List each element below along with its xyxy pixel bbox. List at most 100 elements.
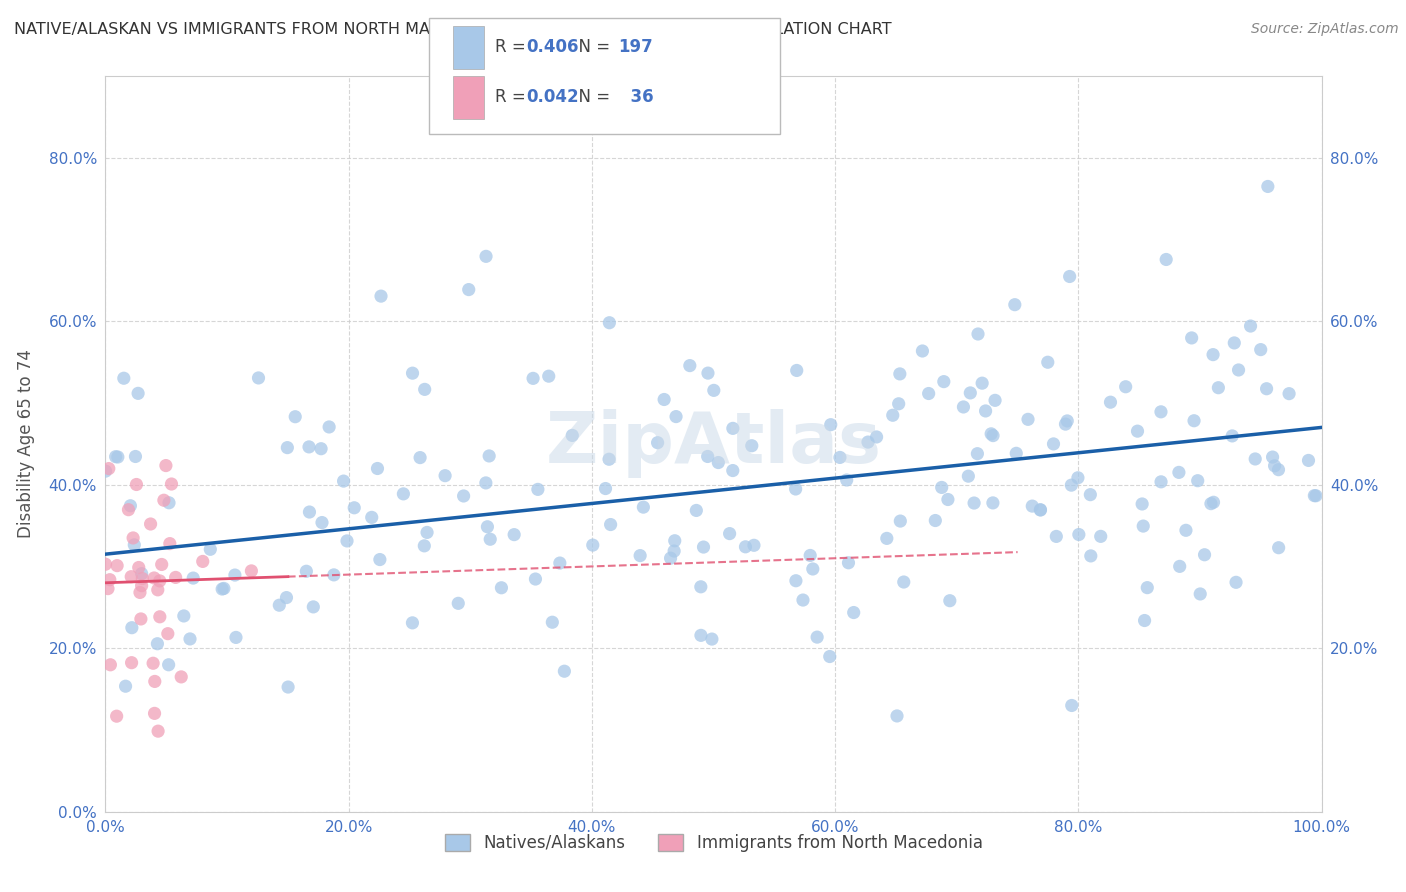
Point [1054,417,1077,431]
Point [599,517,621,532]
Text: ZipAtlas: ZipAtlas [546,409,882,478]
Point [917,386,939,401]
Point [690,628,713,642]
Point [665,409,688,424]
Point [343,500,366,515]
Point [924,514,946,528]
Point [1099,395,1122,409]
Point [981,428,1004,442]
Point [689,580,711,594]
Point [1267,541,1289,555]
Point [149,574,172,588]
Point [1194,548,1216,562]
Point [1223,335,1246,350]
Point [741,439,763,453]
Point [633,500,655,515]
Point [1181,331,1204,345]
Point [703,384,725,398]
Point [311,516,333,530]
Point [721,464,744,478]
Point [117,502,139,516]
Point [595,482,617,496]
Point [1202,348,1225,362]
Point [1060,478,1083,492]
Point [1029,502,1052,516]
Point [972,376,994,391]
Point [828,450,851,465]
Point [967,326,990,341]
Point [652,392,675,407]
Point [392,487,415,501]
Point [1261,450,1284,464]
Point [100,657,122,672]
Point [97,582,120,596]
Point [959,385,981,400]
Point [121,656,143,670]
Point [664,533,686,548]
Point [131,579,153,593]
Point [692,540,714,554]
Y-axis label: Disability Age 65 to 74: Disability Age 65 to 74 [17,350,35,538]
Point [413,539,436,553]
Point [1168,559,1191,574]
Point [120,499,142,513]
Point [1267,463,1289,477]
Point [887,397,910,411]
Point [295,564,318,578]
Point [475,475,498,490]
Point [107,450,129,464]
Point [1060,698,1083,713]
Point [1174,524,1197,538]
Point [129,585,152,599]
Point [149,609,172,624]
Point [191,554,214,568]
Point [409,450,432,465]
Point [1150,405,1173,419]
Point [276,441,298,455]
Point [659,551,682,566]
Point [156,626,179,640]
Point [413,383,436,397]
Point [284,409,307,424]
Point [1154,252,1177,267]
Point [718,526,741,541]
Point [1187,474,1209,488]
Point [886,709,908,723]
Point [876,532,898,546]
Point [786,363,808,377]
Point [1080,549,1102,563]
Point [628,549,651,563]
Point [980,426,1002,441]
Point [1059,269,1081,284]
Point [1090,529,1112,543]
Point [269,598,291,612]
Point [146,724,169,739]
Point [1225,575,1247,590]
Point [173,609,195,624]
Point [121,621,143,635]
Point [475,249,498,263]
Point [181,571,204,585]
Point [370,289,392,303]
Text: 0.406: 0.406 [526,38,578,56]
Point [366,461,388,475]
Point [477,520,499,534]
Point [1067,471,1090,485]
Point [503,527,526,541]
Point [582,538,605,552]
Point [818,649,841,664]
Point [332,474,354,488]
Point [368,552,391,566]
Point [696,450,718,464]
Point [647,435,669,450]
Point [142,657,165,671]
Point [97,461,120,475]
Point [537,369,560,384]
Text: 197: 197 [619,38,654,56]
Point [1005,446,1028,460]
Point [155,458,177,473]
Text: R =: R = [495,88,531,106]
Point [170,670,193,684]
Point [1078,488,1101,502]
Point [146,582,169,597]
